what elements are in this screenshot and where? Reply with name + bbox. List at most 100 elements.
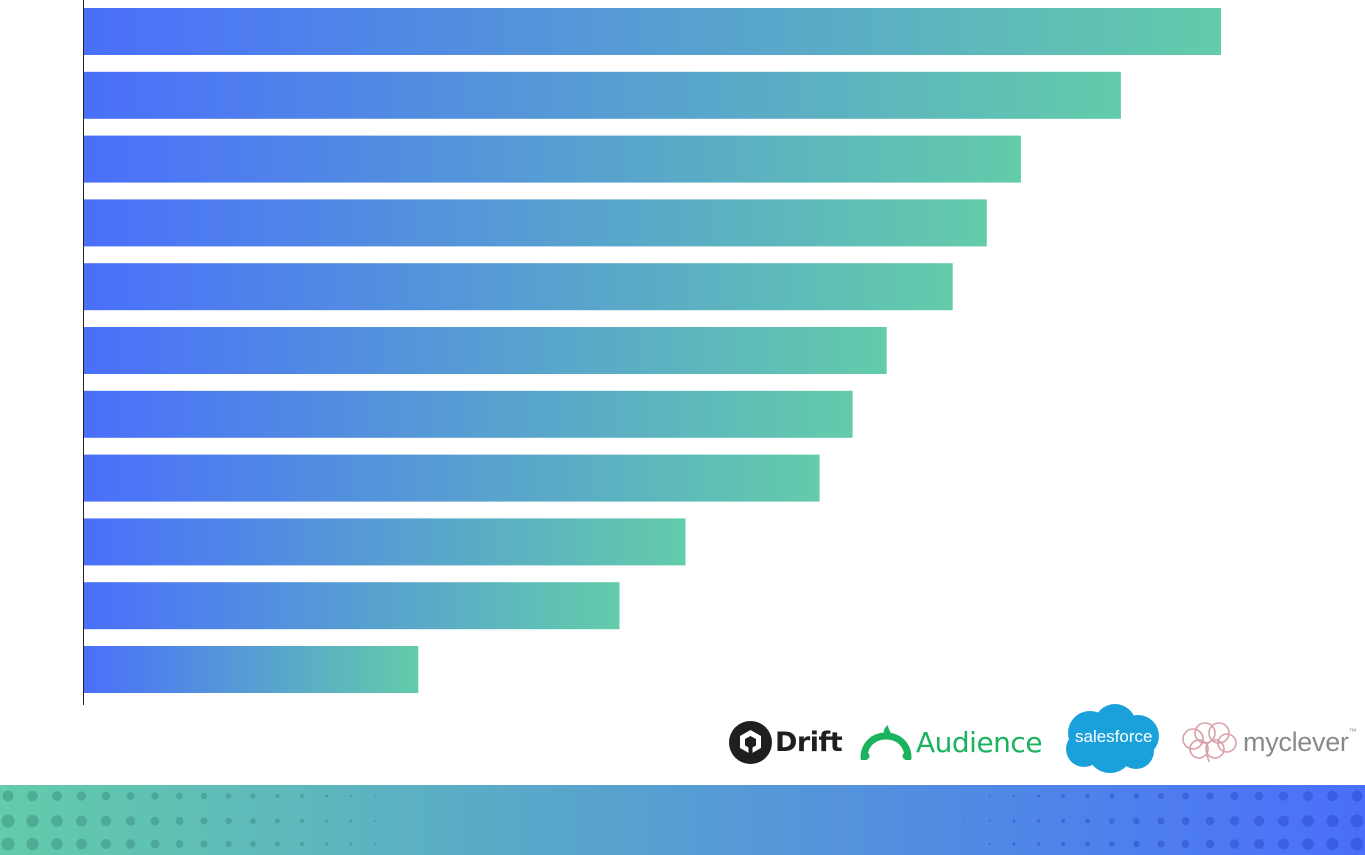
bar-7 [84,390,853,438]
dot [225,793,232,799]
dot [51,815,63,827]
dot [399,795,401,797]
dot [1157,792,1165,800]
dot [1,837,15,851]
dot [250,818,256,824]
footer-band [0,785,1365,855]
dot [1109,793,1115,799]
dot [52,791,62,801]
dot [1133,793,1140,799]
footer-gradient [0,785,1365,855]
drift-wordmark: Drift [775,726,843,758]
dot [250,841,256,847]
dot [299,818,305,824]
bar-5 [84,263,953,311]
drift-icon [729,720,772,764]
dot [1350,814,1364,828]
dot [26,837,39,851]
dot [988,819,991,823]
dot [374,842,377,846]
dot [448,843,450,845]
dot [1012,794,1016,798]
dot [101,791,111,801]
dot [1109,841,1115,847]
dot [1302,838,1314,850]
dot [125,839,136,849]
dot [299,841,305,847]
dot [275,793,280,799]
dot [1012,842,1016,846]
dot [374,795,377,797]
dot [915,795,917,797]
dot [225,840,232,848]
dot [1061,794,1065,798]
dot [1181,817,1190,825]
dot [274,818,281,824]
cloud-icon [1066,704,1159,773]
dot [988,795,991,797]
bar-3 [84,135,1021,183]
myclever-logo: myclever™ [1179,720,1357,764]
dot [300,794,304,798]
dot [76,815,87,827]
dot [1253,838,1265,850]
dot [125,816,136,826]
dot [399,820,401,822]
dot [27,790,38,802]
dot [424,795,425,797]
bar-10 [84,582,620,630]
dot [200,817,208,825]
dot [175,817,184,825]
dot [175,840,184,848]
dot [100,815,112,827]
dot [274,841,281,847]
dot [940,843,941,845]
myclever-wordmark: myclever™ [1243,726,1357,758]
dot [324,842,329,846]
dot [76,838,87,850]
dot [1206,792,1214,800]
dot [151,792,159,800]
salesforce-logo: salesforce [1060,703,1161,775]
drift-logo: Drift [729,720,843,764]
bar-11 [84,646,419,693]
salesforce-wordmark: salesforce [1075,727,1153,746]
dot [1278,815,1289,827]
dot [1085,793,1090,799]
dot [1,814,15,828]
audience-logo: Audience [860,722,1043,762]
dot [1230,792,1239,800]
dot [1182,792,1189,800]
dot [1084,818,1091,824]
bar-6 [84,327,887,374]
dot [1351,790,1363,802]
bar-chart [83,0,1221,705]
dot [1253,815,1265,827]
dot [1060,818,1066,824]
dot [1036,842,1041,846]
dot [1302,815,1314,827]
dot [250,793,256,799]
trademark-mark: ™ [1348,726,1357,736]
myclever-name: myclever [1243,726,1349,757]
dot [126,792,135,800]
dot [150,839,160,849]
dot [1229,839,1240,849]
dot [2,790,14,802]
dot [1012,819,1016,823]
dot [374,819,377,823]
dot [51,838,63,850]
bar-9 [84,518,686,566]
dot [1036,794,1041,798]
dot [26,814,39,828]
dot [964,820,966,822]
dot [399,843,401,845]
dot [349,794,353,798]
dot [349,819,353,823]
dot [424,843,425,845]
dot [1229,816,1240,826]
dot [1326,814,1339,828]
dot [1084,841,1091,847]
dot [940,820,941,822]
brain-icon [1182,722,1237,763]
